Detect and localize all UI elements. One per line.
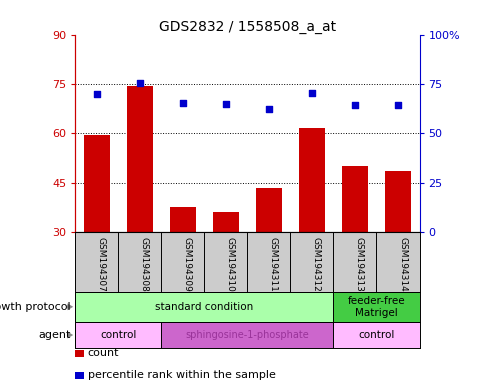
Text: GSM194308: GSM194308 — [139, 237, 149, 292]
Point — [350, 102, 358, 108]
Bar — [341, 166, 367, 232]
Text: sphingosine-1-phosphate: sphingosine-1-phosphate — [185, 330, 309, 340]
Text: standard condition: standard condition — [155, 302, 253, 312]
Point — [92, 91, 100, 97]
Point — [393, 102, 401, 108]
Text: GSM194312: GSM194312 — [311, 237, 320, 291]
Point — [264, 106, 272, 112]
Point — [179, 99, 186, 106]
Bar — [298, 128, 324, 232]
Text: count: count — [88, 348, 119, 358]
Text: GSM194314: GSM194314 — [397, 237, 406, 291]
Point — [222, 101, 229, 107]
Text: percentile rank within the sample: percentile rank within the sample — [88, 371, 275, 381]
Bar — [333, 292, 419, 322]
Bar — [84, 135, 109, 232]
Bar — [212, 212, 238, 232]
Bar — [126, 86, 152, 232]
Text: control: control — [100, 330, 136, 340]
Point — [136, 80, 143, 86]
Bar — [161, 322, 333, 348]
Text: GSM194310: GSM194310 — [226, 237, 234, 292]
Text: GSM194307: GSM194307 — [96, 237, 106, 292]
Title: GDS2832 / 1558508_a_at: GDS2832 / 1558508_a_at — [158, 20, 335, 33]
Text: agent: agent — [38, 330, 70, 340]
Text: control: control — [358, 330, 394, 340]
Bar — [384, 171, 410, 232]
Point — [307, 90, 315, 96]
Bar — [75, 322, 161, 348]
Text: GSM194313: GSM194313 — [354, 237, 363, 292]
Bar — [75, 292, 333, 322]
Text: growth protocol: growth protocol — [0, 302, 70, 312]
Text: GSM194311: GSM194311 — [268, 237, 277, 292]
Bar — [256, 188, 281, 232]
Text: GSM194309: GSM194309 — [182, 237, 191, 292]
Text: feeder-free
Matrigel: feeder-free Matrigel — [347, 296, 405, 318]
Bar — [169, 207, 195, 232]
Bar — [333, 322, 419, 348]
